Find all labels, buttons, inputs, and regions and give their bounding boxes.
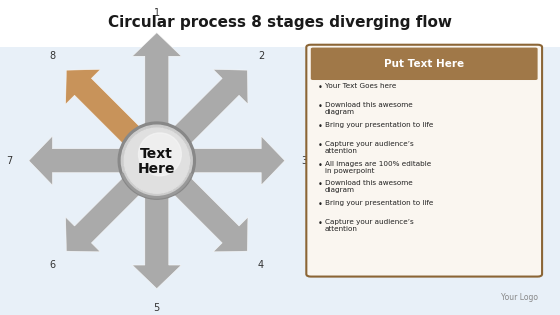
Circle shape <box>124 128 189 193</box>
Text: •: • <box>318 141 323 150</box>
Text: •: • <box>318 83 323 92</box>
Polygon shape <box>132 194 181 289</box>
Circle shape <box>124 128 189 193</box>
Text: Bring your presentation to life: Bring your presentation to life <box>325 122 433 128</box>
Text: Capture your audience’s
attention: Capture your audience’s attention <box>325 219 413 232</box>
Polygon shape <box>172 176 248 252</box>
Circle shape <box>124 128 189 193</box>
Circle shape <box>118 122 195 199</box>
Polygon shape <box>132 33 181 127</box>
Circle shape <box>124 128 189 193</box>
Circle shape <box>124 128 189 193</box>
Circle shape <box>124 128 189 193</box>
Text: •: • <box>318 102 323 111</box>
Text: Bring your presentation to life: Bring your presentation to life <box>325 200 433 206</box>
Circle shape <box>124 128 189 193</box>
Text: Text: Text <box>141 147 173 161</box>
Text: 2: 2 <box>258 51 264 61</box>
Text: 7: 7 <box>6 156 12 166</box>
Circle shape <box>124 128 189 193</box>
Text: •: • <box>318 180 323 189</box>
Circle shape <box>124 128 189 193</box>
Text: 8: 8 <box>49 51 55 61</box>
Text: •: • <box>318 161 323 170</box>
Text: Download this awesome
diagram: Download this awesome diagram <box>325 102 413 115</box>
Circle shape <box>124 128 189 193</box>
Polygon shape <box>172 70 248 145</box>
Circle shape <box>124 128 189 193</box>
Circle shape <box>124 128 189 193</box>
Text: •: • <box>318 122 323 131</box>
Text: Here: Here <box>138 163 175 176</box>
Circle shape <box>124 128 189 193</box>
Circle shape <box>124 128 189 193</box>
Polygon shape <box>29 136 123 185</box>
Circle shape <box>138 133 181 176</box>
Text: All images are 100% editable
in powerpoint: All images are 100% editable in powerpoi… <box>325 161 431 174</box>
Polygon shape <box>66 70 141 145</box>
Text: 1: 1 <box>154 8 160 18</box>
FancyBboxPatch shape <box>0 47 560 315</box>
Text: Your Logo: Your Logo <box>501 293 538 302</box>
Circle shape <box>124 128 189 193</box>
Circle shape <box>124 128 189 193</box>
Polygon shape <box>190 136 284 185</box>
Circle shape <box>124 128 189 193</box>
Text: Your Text Goes here: Your Text Goes here <box>325 83 396 89</box>
Text: •: • <box>318 219 323 228</box>
Circle shape <box>124 128 189 193</box>
Text: 5: 5 <box>153 303 160 313</box>
Circle shape <box>124 128 189 193</box>
Text: Download this awesome
diagram: Download this awesome diagram <box>325 180 413 193</box>
Text: 6: 6 <box>49 260 55 270</box>
Text: Put Text Here: Put Text Here <box>384 59 464 69</box>
Circle shape <box>122 125 192 196</box>
Text: Circular process 8 stages diverging flow: Circular process 8 stages diverging flow <box>108 14 452 30</box>
Circle shape <box>124 128 189 193</box>
Polygon shape <box>66 176 141 252</box>
Circle shape <box>124 128 189 193</box>
Text: 3: 3 <box>301 156 307 166</box>
Text: •: • <box>318 200 323 209</box>
Text: Capture your audience’s
attention: Capture your audience’s attention <box>325 141 413 154</box>
Circle shape <box>124 128 189 193</box>
Text: 4: 4 <box>258 260 264 270</box>
